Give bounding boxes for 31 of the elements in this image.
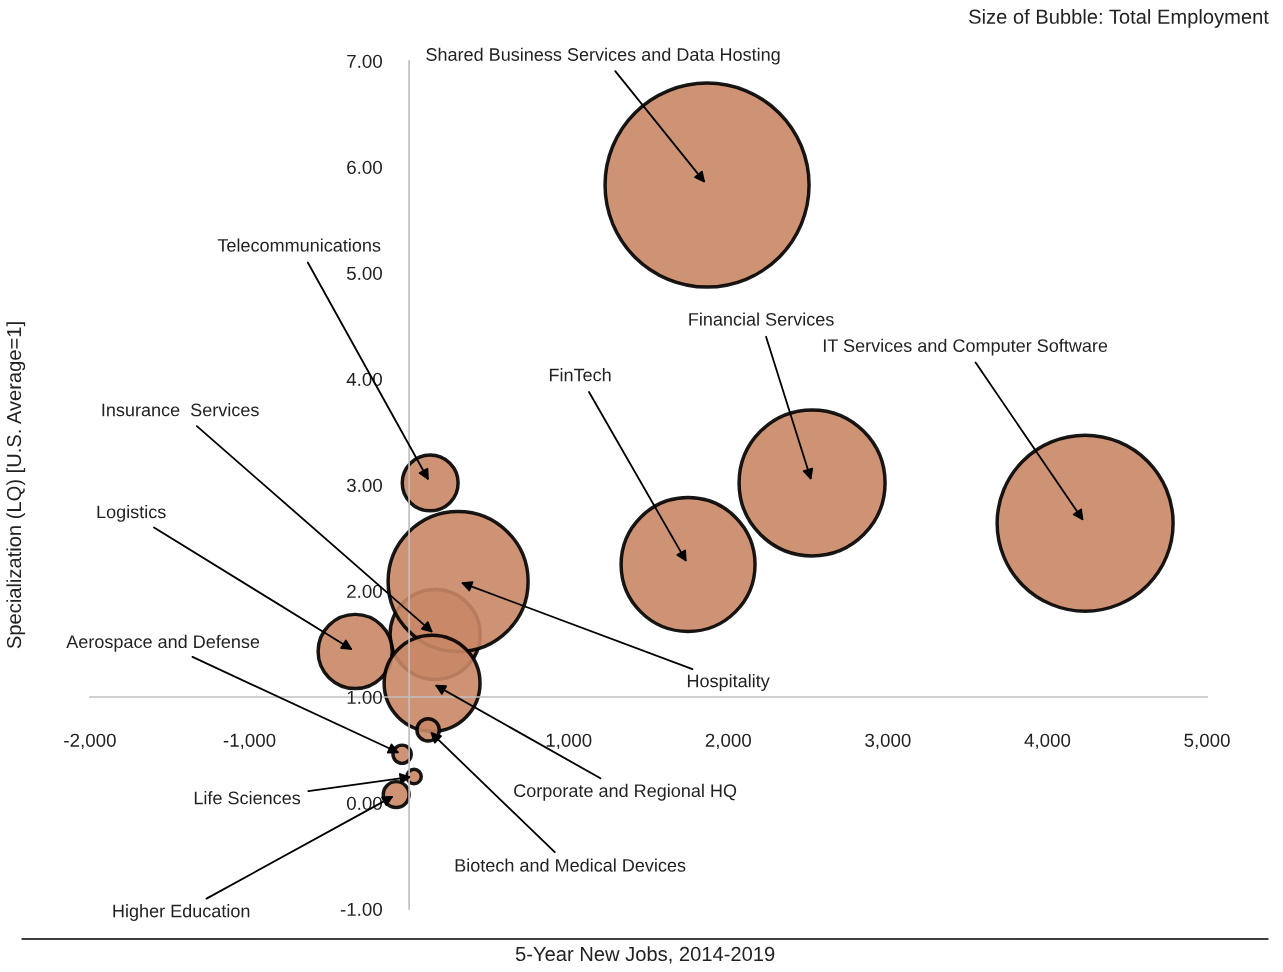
y-tick-label: 0.00: [346, 796, 382, 810]
y-axis-title: Specialization (LQ) [U.S. Average=1]: [6, 322, 26, 649]
x-tick-label: 1,000: [546, 733, 592, 750]
annotation: Shared Business Services and Data Hosting: [426, 47, 780, 65]
x-tick-label: 2,000: [705, 733, 752, 750]
annotation: Corporate and Regional HQ: [514, 783, 737, 801]
x-axis-title: 5-Year New Jobs, 2014-2019: [515, 946, 775, 964]
annotation: Biotech and Medical Devices: [455, 858, 686, 872]
annotation: Telecommunications: [217, 238, 381, 252]
chart-title: Size of Bubble: Total Employment: [969, 9, 1269, 28]
x-tick-label: -1,000: [223, 733, 276, 750]
y-tick-label: 1.00: [347, 690, 382, 704]
annotation: Higher Education: [113, 904, 250, 921]
annotation: IT Services and Computer Software: [823, 338, 1108, 356]
y-tick-label: 2.00: [347, 584, 382, 598]
annotation: Financial Services: [689, 312, 834, 326]
y-tick-label: 5.00: [346, 266, 382, 281]
annotation: Hospitality: [687, 674, 770, 691]
y-tick-label: 6.00: [347, 160, 382, 175]
y-tick-label: -1.00: [340, 902, 382, 916]
annotation: Life Sciences: [194, 791, 301, 805]
x-tick-label: 5,000: [1184, 733, 1230, 750]
y-tick-label: 3.00: [346, 478, 382, 493]
annotation: Aerospace and Defense: [66, 634, 260, 652]
x-tick-label: 4,000: [1024, 733, 1071, 750]
annotation: Logistics: [97, 505, 166, 522]
x-tick-label: 3,000: [865, 733, 911, 750]
annotation: Insurance Services: [102, 403, 259, 417]
y-tick-label: 7.00: [347, 54, 382, 69]
annotation: FinTech: [549, 368, 611, 382]
x-tick-label: -2,000: [64, 733, 116, 750]
